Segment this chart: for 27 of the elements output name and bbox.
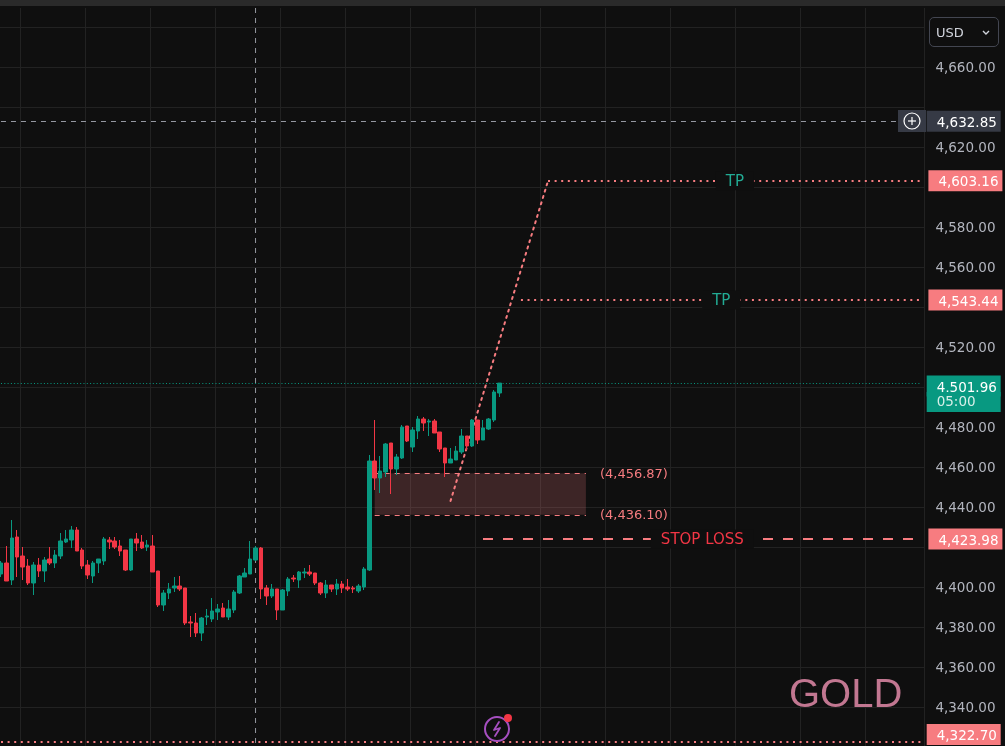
y-tick-label: 4,360.00 xyxy=(935,659,996,675)
y-tick-label: 4,423.98 xyxy=(938,531,999,548)
y-tick-label: 4,603.16 xyxy=(938,173,999,190)
y-tick-label: 4,340.00 xyxy=(935,699,996,715)
y-tick-label: 4,520.00 xyxy=(935,339,996,355)
text: GOLD xyxy=(789,671,903,715)
ref-line-label: 4,632.85 xyxy=(936,113,997,130)
y-tick-label: 4,620.00 xyxy=(935,139,996,155)
y-tick-label: 4,380.00 xyxy=(935,619,996,635)
y-axis-title: USD xyxy=(936,24,964,40)
y-tick-label: 4,440.00 xyxy=(935,499,996,515)
ref-line-label: (4,456.87) xyxy=(599,465,668,481)
y-tick-label: 4,400.00 xyxy=(935,579,996,595)
y-tick-label: 4,660.00 xyxy=(935,59,996,75)
text: 05:00 xyxy=(936,393,976,410)
y-tick-label: 4,580.00 xyxy=(935,219,996,235)
y-tick-label: 4,560.00 xyxy=(935,259,996,275)
currency-selector: USD xyxy=(929,17,999,47)
ref-line-label: TP xyxy=(724,171,744,190)
y-tick-label: 4,480.00 xyxy=(935,419,996,435)
y-tick-label: 4,543.44 xyxy=(938,292,999,309)
ref-line-label: 4,501.96 xyxy=(936,378,997,395)
y-tick-label: 4,460.00 xyxy=(935,459,996,475)
ref-line-label: (4,436.10) xyxy=(599,507,668,523)
ref-line-label: STOP LOSS xyxy=(660,530,744,549)
ref-line-label: TP xyxy=(711,291,731,310)
ref-line-label: 4,322.70 xyxy=(936,727,997,744)
